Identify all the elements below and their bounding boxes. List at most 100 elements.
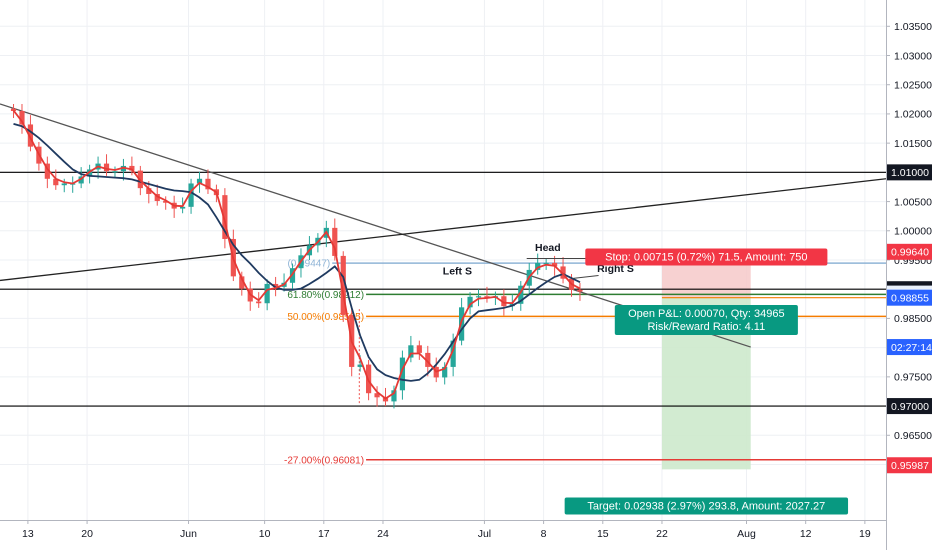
fib-level-label: -27.00%(0.96081) <box>284 455 364 466</box>
candle-body <box>44 163 50 179</box>
price-label-box <box>887 339 932 356</box>
trendline <box>0 178 887 282</box>
candle-body <box>146 188 152 194</box>
candle-body <box>112 171 118 173</box>
y-tick-label: 0.98500 <box>894 313 932 325</box>
candle-body <box>577 289 583 292</box>
x-tick-label: Jul <box>478 528 491 540</box>
x-tick-label: 22 <box>656 528 668 540</box>
candle-body <box>205 178 211 190</box>
price-label-text: 0.95987 <box>891 460 929 472</box>
stop-label-box <box>585 248 828 266</box>
pattern-label: Head <box>535 242 561 254</box>
y-tick-label: 1.02000 <box>894 109 932 121</box>
target-label-box <box>564 497 849 515</box>
x-tick-label: 13 <box>22 528 34 540</box>
x-tick-label: Aug <box>737 528 756 540</box>
y-tick-label: 0.96500 <box>894 430 932 442</box>
x-tick-label: 20 <box>81 528 93 540</box>
candle-body <box>357 364 363 367</box>
candle-body <box>399 357 406 391</box>
candle-body <box>450 340 456 367</box>
candle-body <box>188 183 194 207</box>
fib-level-label: (0.99447) <box>287 259 330 270</box>
candle-body <box>408 345 414 358</box>
price-label-box <box>887 243 932 260</box>
candle-body <box>256 301 262 304</box>
candle-body <box>154 193 160 201</box>
pattern-label: Left S <box>443 266 472 278</box>
y-tick-label: 1.00000 <box>894 226 932 238</box>
price-label-text: 0.99640 <box>891 247 929 259</box>
candle-body <box>467 296 473 308</box>
moving-averages-layer <box>12 109 581 400</box>
x-tick-label: 10 <box>259 528 271 540</box>
candle-body <box>332 227 338 256</box>
candle-body <box>180 206 186 209</box>
right-shoulder-pointer <box>573 274 599 279</box>
price-label-text: 0.97000 <box>891 401 929 413</box>
candle-body <box>475 296 482 298</box>
y-tick-label: 1.01500 <box>894 138 932 150</box>
stop-label-text: Stop: 0.00715 (0.72%) 71.5, Amount: 750 <box>605 252 807 264</box>
candle-body <box>10 108 17 112</box>
y-tick-label: 1.02500 <box>894 80 932 92</box>
price-label-box <box>887 398 932 415</box>
y-tick-label: 1.00500 <box>894 196 932 208</box>
fib-level-label: 61.80%(0.98912) <box>287 290 364 301</box>
candle-body <box>196 178 203 184</box>
candle-body <box>129 165 135 171</box>
candle-body <box>289 268 296 283</box>
candle-body <box>27 124 34 147</box>
candle-body <box>416 345 422 353</box>
fast-moving-average <box>12 109 581 400</box>
x-tick-label: 8 <box>541 528 547 540</box>
candle-body <box>78 176 84 184</box>
candle-body <box>535 262 541 270</box>
price-label-box <box>887 164 932 181</box>
candle-body <box>264 283 270 304</box>
pnl-label-text: Open P&L: 0.00070, Qty: 34965 <box>628 308 785 320</box>
price-label-box <box>887 457 932 474</box>
candle-body <box>551 262 558 267</box>
candle-body <box>340 255 346 315</box>
candle-body <box>425 352 431 367</box>
x-tick-label: 12 <box>800 528 812 540</box>
candle-body <box>222 195 228 239</box>
candle-body <box>19 111 25 125</box>
candle-body <box>560 266 566 279</box>
candle-body <box>103 163 110 172</box>
slow-moving-average <box>13 123 581 382</box>
candle-body <box>163 200 169 203</box>
pnl-label-text: Risk/Reward Ratio: 4.11 <box>647 321 765 333</box>
candle-body <box>442 366 448 378</box>
x-tick-label: 24 <box>377 528 389 540</box>
x-tick-label: Jun <box>180 528 197 540</box>
x-tick-label: 17 <box>318 528 330 540</box>
candle-body <box>239 276 245 289</box>
price-label-text: 1.01000 <box>891 167 929 179</box>
target-label-text: Target: 0.02938 (2.97%) 293.8, Amount: 2… <box>587 501 825 513</box>
pnl-label-box <box>614 305 798 335</box>
candle-body <box>273 283 279 287</box>
candle-body <box>374 393 380 398</box>
price-label-text: 02:27:14 <box>891 342 932 354</box>
x-tick-label: 15 <box>597 528 609 540</box>
candle-body <box>543 262 549 265</box>
price-label-box <box>887 289 932 306</box>
candle-body <box>53 178 59 186</box>
position-zones <box>661 255 751 470</box>
y-tick-label: 1.03000 <box>894 50 932 62</box>
y-tick-label: 0.97500 <box>894 372 932 384</box>
candle-body <box>61 183 67 186</box>
candle-body <box>501 296 507 307</box>
candle-body <box>518 285 524 304</box>
candle-body <box>391 390 397 402</box>
x-tick-label: 19 <box>859 528 871 540</box>
price-label-text: 0.98855 <box>891 292 929 304</box>
fib-level-label: 50.00%(0.98535) <box>287 312 364 323</box>
